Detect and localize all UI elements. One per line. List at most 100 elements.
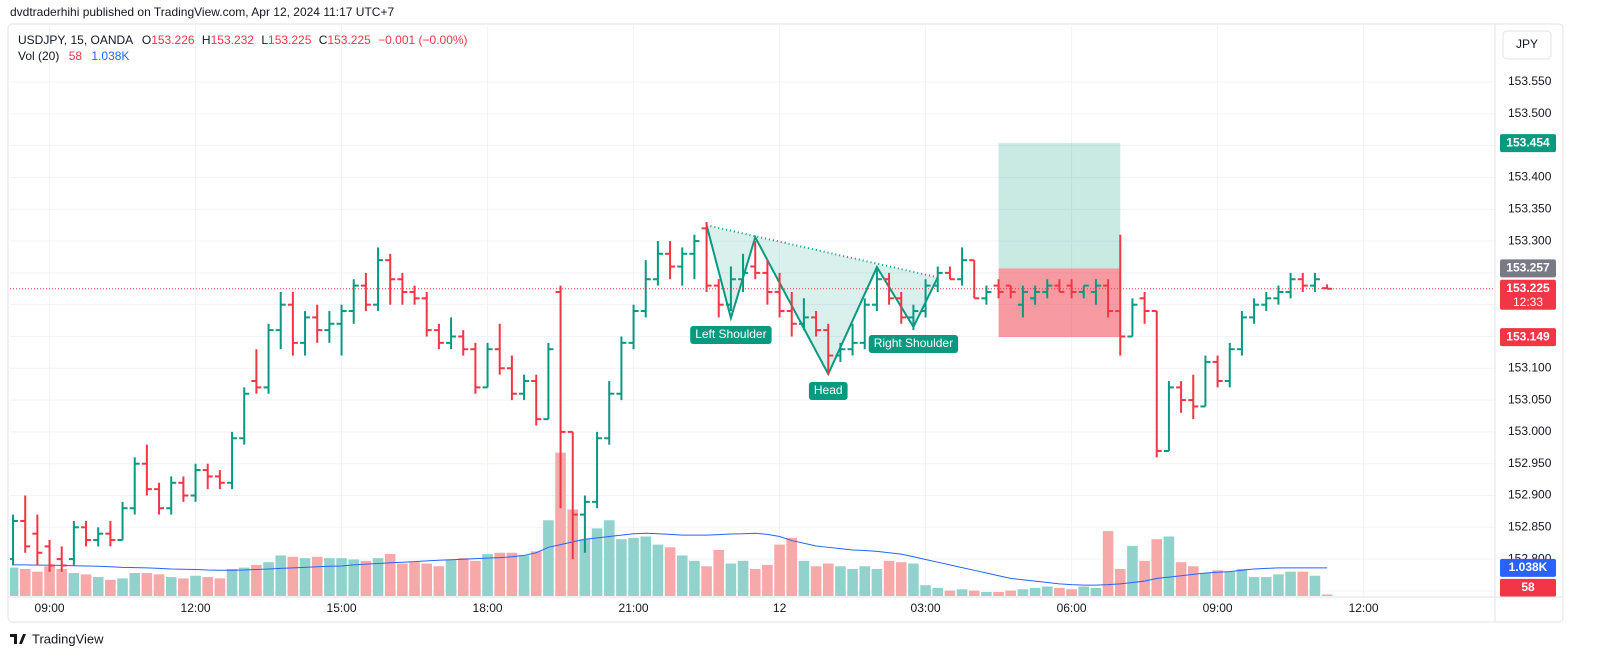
volume-ma-badge-label: 1.038K xyxy=(1509,560,1548,574)
volume-last: 58 xyxy=(69,49,83,63)
volume-bar xyxy=(397,563,408,596)
volume-bar xyxy=(1054,587,1065,596)
volume-bar xyxy=(1297,571,1309,596)
ohlc-label: O xyxy=(142,33,151,47)
volume-bar xyxy=(774,544,785,596)
x-tick-label: 12:00 xyxy=(181,601,211,615)
volume-bar xyxy=(822,563,834,596)
x-tick-label: 09:00 xyxy=(1203,601,1233,615)
volume-bar xyxy=(202,577,214,596)
volume-bar xyxy=(628,537,639,596)
volume-bar xyxy=(968,590,980,596)
volume-bar xyxy=(591,528,603,596)
y-tick-label: 153.550 xyxy=(1508,74,1552,88)
volume-bar xyxy=(701,566,712,596)
volume-bar xyxy=(433,566,445,596)
x-tick-label: 15:00 xyxy=(327,601,357,615)
x-tick-label: 09:00 xyxy=(35,601,65,615)
volume-bar xyxy=(372,558,384,596)
volume-bar xyxy=(19,568,31,596)
y-tick-label: 152.950 xyxy=(1508,456,1552,470)
volume-bar xyxy=(1005,590,1017,596)
ohlc-label: H xyxy=(202,33,211,47)
volume-bar xyxy=(494,552,506,596)
target-zone xyxy=(998,143,1121,269)
volume-bar xyxy=(920,585,931,596)
volume-bar xyxy=(883,560,895,596)
volume-bar xyxy=(689,560,700,596)
volume-bar xyxy=(1187,566,1199,596)
symbol: USDJPY, 15, OANDA xyxy=(18,33,133,47)
volume-bar xyxy=(1029,587,1041,596)
volume-bar xyxy=(32,571,43,596)
volume-bar xyxy=(165,577,177,596)
volume-bar xyxy=(299,558,311,596)
volume-bar xyxy=(105,579,116,596)
volume-bar xyxy=(579,539,591,596)
volume-bar xyxy=(640,536,652,596)
volume-bar xyxy=(835,566,846,596)
volume-bar xyxy=(178,578,189,596)
volume-ma: 1.038K xyxy=(91,49,129,63)
volume-bar xyxy=(1041,586,1053,596)
volume-bar xyxy=(506,552,518,596)
ohlc-value: 153.232 xyxy=(211,33,255,47)
volume-bar xyxy=(129,573,141,596)
volume-bar xyxy=(1285,571,1296,596)
volume-bar xyxy=(1139,560,1150,596)
price-badge-label: 153.257 xyxy=(1506,261,1550,275)
y-tick-label: 153.350 xyxy=(1508,201,1552,215)
pattern-label: Left Shoulder xyxy=(695,327,766,341)
volume-pane xyxy=(10,452,1333,596)
volume-bar xyxy=(470,560,481,596)
pattern-label-box xyxy=(868,334,959,353)
volume-bar xyxy=(1309,575,1321,596)
volume-bar xyxy=(1248,577,1260,596)
volume-bar xyxy=(1114,568,1126,596)
volume-bar xyxy=(68,573,80,596)
volume-bar xyxy=(895,562,907,596)
volume-bar xyxy=(1017,589,1029,596)
volume-bar xyxy=(956,589,968,596)
volume-bar xyxy=(311,556,323,596)
currency-button[interactable] xyxy=(1502,30,1552,60)
ohlc-value: 153.226 xyxy=(151,33,195,47)
volume-bar xyxy=(1200,573,1211,596)
volume-bar xyxy=(384,554,396,596)
volume-bar xyxy=(1066,589,1077,596)
volume-last-badge-label: 58 xyxy=(1521,580,1535,594)
volume-bar xyxy=(10,567,19,596)
position-tool xyxy=(998,143,1121,338)
volume-bar xyxy=(117,578,128,596)
volume-bar xyxy=(713,550,725,596)
volume-bar xyxy=(871,568,883,596)
volume-bar xyxy=(1151,539,1163,596)
price-badge xyxy=(1500,259,1556,278)
volume-bar xyxy=(762,564,773,596)
volume-bar xyxy=(1163,536,1175,596)
volume-bar xyxy=(226,568,238,596)
volume-bar xyxy=(153,574,165,596)
x-tick-label: 12:00 xyxy=(1349,601,1379,615)
volume-bar xyxy=(859,566,871,596)
pattern-fill xyxy=(706,225,938,375)
currency-label[interactable]: JPY xyxy=(1516,37,1538,51)
volume-bar xyxy=(457,558,469,596)
volume-bar xyxy=(445,559,457,596)
publisher: dvdtraderhihi published on TradingView.c… xyxy=(10,5,394,19)
y-tick-label: 152.850 xyxy=(1508,519,1552,533)
brand-logo: TradingView xyxy=(10,631,104,646)
volume-bar xyxy=(981,591,992,596)
volume-bar xyxy=(932,587,944,596)
volume-bar xyxy=(1127,545,1138,596)
volume-bar xyxy=(786,537,798,596)
volume-bar xyxy=(810,566,822,596)
change: −0.001 (−0.00%) xyxy=(378,33,467,47)
ohlc-value: 153.225 xyxy=(327,33,371,47)
chart-frame xyxy=(7,23,1564,623)
volume-bar xyxy=(749,568,761,596)
volume-bar xyxy=(1102,531,1114,596)
ohlc-value: 153.225 xyxy=(268,33,312,47)
